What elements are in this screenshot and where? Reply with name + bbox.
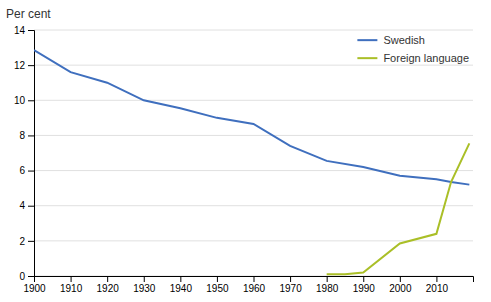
y-axis: 0 2 4 6 8 10 12 14 bbox=[14, 25, 35, 282]
legend-label: Foreign language bbox=[383, 52, 469, 64]
y-tick-label: 12 bbox=[14, 60, 26, 71]
x-tick-mark bbox=[363, 276, 364, 282]
x-tick-label: 1950 bbox=[206, 283, 229, 294]
y-tick-mark bbox=[28, 65, 34, 66]
grid-line bbox=[34, 65, 473, 66]
y-tick: 8 bbox=[19, 130, 34, 141]
legend-item: Swedish bbox=[357, 34, 425, 46]
legend: Swedish Foreign language bbox=[357, 34, 469, 64]
x-tick: 1930 bbox=[133, 276, 156, 294]
x-tick-mark bbox=[180, 276, 181, 282]
x-tick-mark bbox=[217, 276, 218, 282]
x-tick-label: 1920 bbox=[97, 283, 120, 294]
x-tick-mark bbox=[436, 276, 437, 282]
y-tick-mark bbox=[28, 100, 34, 101]
grid-line bbox=[34, 170, 473, 171]
y-tick-label: 0 bbox=[19, 271, 25, 282]
lines bbox=[34, 50, 469, 274]
chart: 1900 1910 1920 1930 1940 1950 1960 1970 1980 1990… bbox=[0, 0, 491, 302]
x-tick: 1980 bbox=[316, 276, 339, 294]
x-tick-mark bbox=[290, 276, 291, 282]
x-tick-label: 1900 bbox=[23, 283, 46, 294]
y-tick: 4 bbox=[19, 200, 34, 211]
y-tick: 6 bbox=[19, 165, 34, 176]
x-tick-label: 2000 bbox=[389, 283, 412, 294]
legend-swatch bbox=[357, 39, 377, 41]
y-tick-mark bbox=[28, 171, 34, 172]
x-tick-label: 1980 bbox=[316, 283, 339, 294]
grid-line bbox=[34, 205, 473, 206]
x-tick: 1960 bbox=[243, 276, 266, 294]
x-tick: 1940 bbox=[170, 276, 193, 294]
grid-line bbox=[34, 30, 473, 31]
x-tick-label: 1910 bbox=[60, 283, 83, 294]
y-tick-mark bbox=[28, 206, 34, 207]
x-tick: 1970 bbox=[279, 276, 302, 294]
y-tick-label: 4 bbox=[19, 200, 25, 211]
y-tick-label: 2 bbox=[19, 236, 25, 247]
y-label: Per cent bbox=[6, 7, 51, 21]
x-tick-label: 1970 bbox=[279, 283, 302, 294]
x-axis: 1900 1910 1920 1930 1940 1950 1960 1970 1980 1990… bbox=[23, 276, 473, 294]
y-tick: 0 bbox=[19, 271, 34, 282]
legend-item: Foreign language bbox=[357, 52, 469, 64]
grid bbox=[34, 30, 473, 276]
x-tick: 1950 bbox=[206, 276, 229, 294]
x-tick-mark bbox=[107, 276, 108, 282]
x-tick-mark bbox=[144, 276, 145, 282]
x-tick-mark bbox=[327, 276, 328, 282]
plot: 1900 1910 1920 1930 1940 1950 1960 1970 1980 1990… bbox=[14, 25, 474, 294]
x-tick-mark bbox=[254, 276, 255, 282]
y-tick-label: 8 bbox=[19, 130, 25, 141]
legend-label: Swedish bbox=[383, 34, 425, 46]
y-tick: 12 bbox=[14, 60, 34, 71]
y-tick-mark bbox=[28, 241, 34, 242]
grid-line bbox=[34, 135, 473, 136]
y-tick-mark bbox=[28, 135, 34, 136]
legend-swatch bbox=[357, 57, 377, 59]
grid-line bbox=[34, 100, 473, 101]
x-tick-label: 2010 bbox=[426, 283, 449, 294]
x-tick-label: 1960 bbox=[243, 283, 266, 294]
y-tick: 10 bbox=[14, 95, 34, 106]
y-tick-mark bbox=[28, 30, 34, 31]
y-axis-line bbox=[28, 31, 35, 277]
x-tick: 1900 bbox=[23, 276, 46, 294]
x-tick: 1920 bbox=[97, 276, 120, 294]
x-tick: 2000 bbox=[389, 276, 412, 294]
x-tick-mark bbox=[400, 276, 401, 282]
y-tick-label: 6 bbox=[19, 165, 25, 176]
x-tick-label: 1940 bbox=[170, 283, 193, 294]
y-tick-mark bbox=[28, 276, 34, 277]
x-tick-label: 1930 bbox=[133, 283, 156, 294]
x-tick-mark bbox=[71, 276, 72, 282]
y-tick: 14 bbox=[14, 25, 34, 36]
x-tick: 1990 bbox=[353, 276, 376, 294]
x-tick-label: 1990 bbox=[353, 283, 376, 294]
x-axis-line bbox=[35, 277, 474, 283]
y-tick: 2 bbox=[19, 236, 34, 247]
series-line bbox=[34, 50, 469, 184]
y-tick-label: 14 bbox=[14, 25, 26, 36]
x-tick: 1910 bbox=[60, 276, 83, 294]
x-tick: 2010 bbox=[426, 276, 449, 294]
y-tick-label: 10 bbox=[14, 95, 26, 106]
series-line bbox=[327, 143, 470, 274]
